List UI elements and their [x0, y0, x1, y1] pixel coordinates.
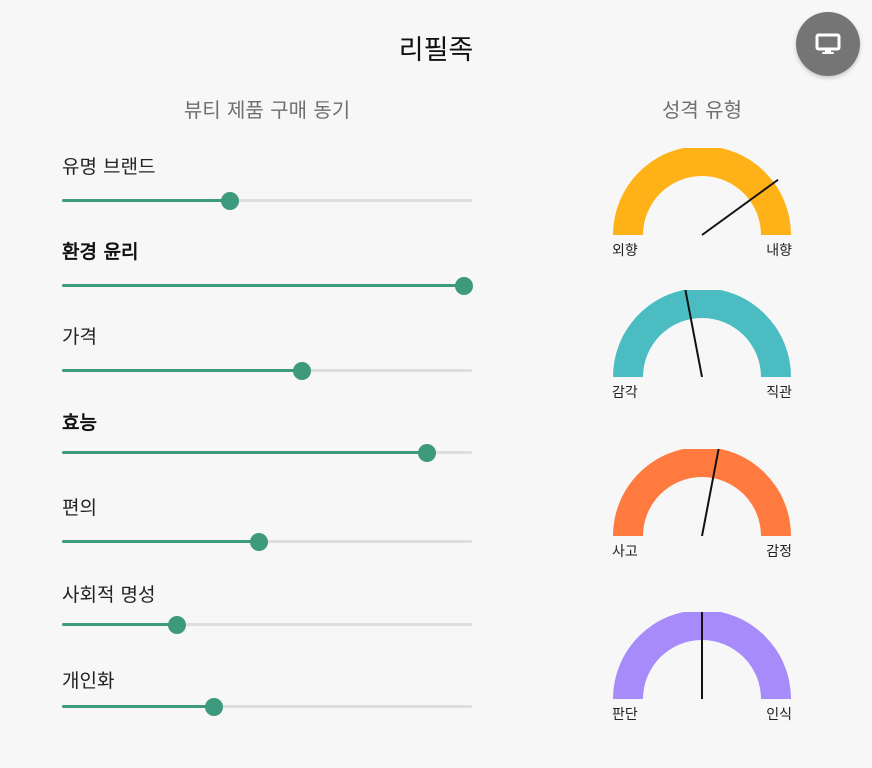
motive-slider-row: 개인화 — [62, 666, 474, 756]
gauge-right-label: 감정 — [766, 544, 792, 560]
motive-slider-thumb[interactable] — [454, 276, 473, 295]
motive-slider-track[interactable] — [62, 697, 472, 716]
gauge-right-label: 내향 — [766, 243, 792, 259]
gauge-needle — [684, 290, 703, 378]
gauge-graphic — [613, 148, 791, 236]
app-title: 리필족 — [398, 35, 474, 66]
personality-section-title: 성격 유형 — [662, 98, 742, 122]
gauge-arc — [613, 449, 791, 536]
motive-slider-label: 가격 — [62, 326, 97, 348]
gauge-graphic — [613, 612, 791, 699]
gauge-needle — [701, 449, 720, 537]
motive-slider-fill — [62, 199, 231, 202]
motive-slider-row: 효능 — [62, 408, 474, 498]
motive-slider-thumb[interactable] — [204, 697, 223, 716]
motive-slider-label: 유명 브랜드 — [62, 156, 156, 178]
motive-slider-fill — [62, 451, 427, 454]
motive-slider-thumb[interactable] — [292, 361, 311, 380]
motive-slider-thumb[interactable] — [221, 191, 240, 210]
personality-gauge: 외향 내향 — [602, 148, 802, 268]
motive-slider-label: 환경 윤리 — [62, 241, 139, 263]
motive-slider-row: 사회적 명성 — [62, 580, 474, 670]
motive-slider-fill — [62, 284, 464, 287]
motive-slider-row: 환경 윤리 — [62, 237, 474, 327]
gauge-right-label: 인식 — [766, 707, 792, 723]
gauge-needle — [701, 178, 779, 236]
motive-slider-fill — [62, 705, 214, 708]
gauge-right-label: 직관 — [766, 385, 792, 401]
monitor-icon — [815, 33, 841, 54]
gauge-left-label: 외향 — [612, 243, 638, 259]
personality-gauge: 감각 직관 — [602, 290, 802, 410]
gauge-left-label: 감각 — [612, 385, 638, 401]
motive-slider-track[interactable] — [62, 615, 472, 634]
motive-slider-row: 편의 — [62, 493, 474, 583]
gauge-left-label: 판단 — [612, 707, 638, 723]
gauge-graphic — [613, 449, 791, 537]
motive-slider-fill — [62, 540, 259, 543]
gauge-left-label: 사고 — [612, 544, 638, 560]
motive-slider-thumb[interactable] — [167, 615, 186, 634]
motive-slider-track[interactable] — [62, 532, 472, 551]
motive-slider-track[interactable] — [62, 361, 472, 380]
motive-slider-fill — [62, 623, 177, 626]
personality-gauge: 사고 감정 — [602, 449, 802, 569]
motive-slider-row: 가격 — [62, 322, 474, 412]
motives-section-title: 뷰티 제품 구매 동기 — [183, 98, 351, 122]
motive-slider-track[interactable] — [62, 276, 473, 295]
motive-slider-track[interactable] — [62, 443, 472, 462]
motive-slider-label: 편의 — [62, 497, 97, 519]
personality-gauge: 판단 인식 — [602, 612, 802, 732]
motive-slider-label: 개인화 — [62, 670, 115, 692]
motive-slider-label: 사회적 명성 — [62, 584, 156, 606]
motive-slider-thumb[interactable] — [249, 532, 268, 551]
gauge-arc — [613, 290, 791, 377]
motive-slider-label: 효능 — [62, 412, 97, 434]
motive-slider-track[interactable] — [62, 191, 472, 210]
gauge-arc — [613, 612, 791, 699]
gauge-arc — [613, 148, 791, 235]
motive-slider-thumb[interactable] — [417, 443, 436, 462]
screen-cast-button[interactable] — [796, 12, 860, 76]
gauge-graphic — [613, 290, 791, 378]
motive-slider-fill — [62, 369, 302, 372]
motive-slider-row: 유명 브랜드 — [62, 152, 474, 242]
